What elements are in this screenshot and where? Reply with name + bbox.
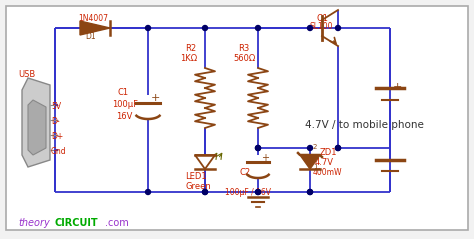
Text: SL100: SL100: [310, 22, 334, 31]
Circle shape: [308, 26, 312, 31]
Text: Q1: Q1: [317, 14, 329, 23]
Circle shape: [255, 146, 261, 151]
Text: LED1: LED1: [185, 172, 207, 181]
Circle shape: [336, 146, 340, 151]
Text: 100μF / 16V: 100μF / 16V: [225, 188, 271, 197]
Text: ZD1: ZD1: [320, 148, 337, 157]
Text: 16V: 16V: [116, 112, 132, 121]
Text: 560Ω: 560Ω: [233, 54, 255, 63]
Text: 100μF: 100μF: [112, 100, 138, 109]
Text: D1: D1: [85, 32, 96, 41]
Text: 1: 1: [313, 164, 318, 170]
Text: D-: D-: [51, 117, 60, 126]
Text: D+: D+: [51, 132, 63, 141]
Circle shape: [336, 26, 340, 31]
Circle shape: [146, 26, 151, 31]
Circle shape: [202, 190, 208, 195]
Polygon shape: [22, 78, 50, 167]
Circle shape: [146, 190, 151, 195]
Text: R2: R2: [185, 44, 196, 53]
Text: +: +: [151, 93, 160, 103]
Text: +: +: [261, 153, 269, 163]
Text: 1N4007: 1N4007: [78, 14, 108, 23]
Polygon shape: [300, 155, 320, 169]
Text: .com: .com: [105, 218, 129, 228]
Circle shape: [308, 146, 312, 151]
Circle shape: [255, 190, 261, 195]
Text: 2: 2: [313, 144, 318, 150]
Circle shape: [255, 26, 261, 31]
Circle shape: [308, 190, 312, 195]
Text: 4.7V / to mobile phone: 4.7V / to mobile phone: [305, 120, 424, 130]
Text: 5V: 5V: [51, 102, 61, 111]
Circle shape: [202, 26, 208, 31]
Text: USB: USB: [18, 70, 35, 79]
Polygon shape: [195, 155, 215, 169]
Text: Green: Green: [186, 182, 212, 191]
Text: +: +: [393, 82, 402, 92]
Text: C2: C2: [240, 168, 251, 177]
Text: 400mW: 400mW: [313, 168, 343, 177]
Circle shape: [202, 190, 208, 195]
Text: 1KΩ: 1KΩ: [180, 54, 197, 63]
Circle shape: [255, 146, 261, 151]
Text: CIRCUIT: CIRCUIT: [55, 218, 99, 228]
Polygon shape: [28, 100, 46, 155]
Text: C1: C1: [118, 88, 129, 97]
Circle shape: [308, 190, 312, 195]
Text: 4.7V: 4.7V: [315, 158, 334, 167]
Circle shape: [255, 190, 261, 195]
Circle shape: [336, 146, 340, 151]
Text: Gnd: Gnd: [51, 147, 67, 156]
Text: R3: R3: [238, 44, 249, 53]
Polygon shape: [80, 21, 110, 35]
Text: theory: theory: [18, 218, 50, 228]
